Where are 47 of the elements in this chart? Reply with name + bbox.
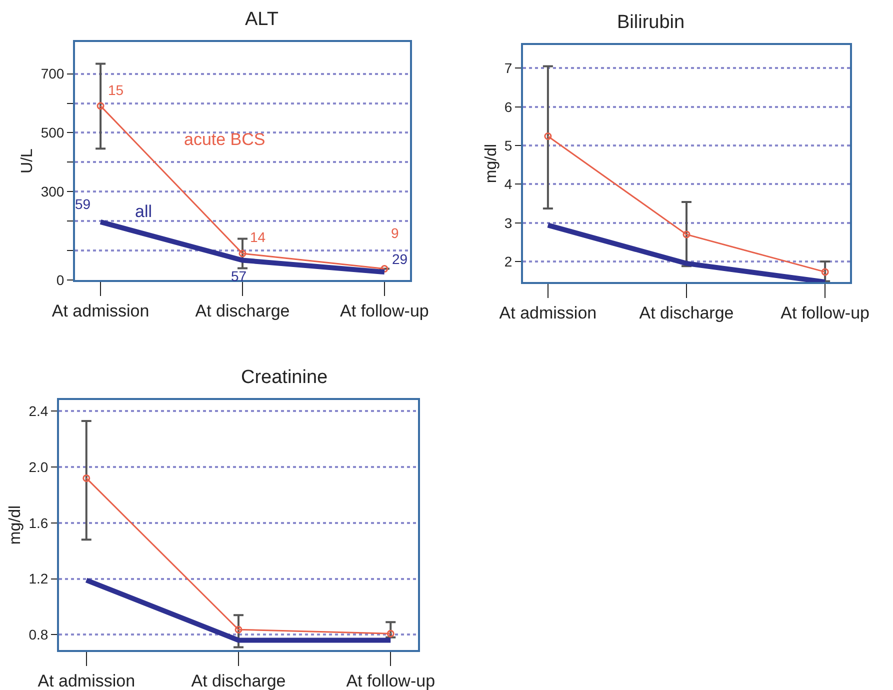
x-tick-label: At follow-up bbox=[780, 303, 870, 322]
chart-title: Bilirubin bbox=[617, 12, 685, 33]
y-tick-label: 2.0 bbox=[28, 458, 48, 475]
y-axis-title: U/L bbox=[19, 148, 36, 174]
series-label: acute BCS bbox=[184, 130, 266, 149]
x-tick-label: At discharge bbox=[191, 671, 286, 690]
point bbox=[821, 268, 829, 276]
y-tick-label: 700 bbox=[40, 66, 64, 82]
x-tick-label: At discharge bbox=[639, 303, 734, 322]
x-tick-label: At admission bbox=[499, 303, 597, 322]
annotation: 14 bbox=[250, 229, 266, 245]
chart-title: Creatinine bbox=[241, 367, 328, 388]
chart-title: ALT bbox=[245, 9, 279, 30]
point bbox=[544, 132, 552, 140]
x-tick-label: At discharge bbox=[195, 301, 290, 320]
annotation: 59 bbox=[75, 196, 91, 212]
point bbox=[82, 474, 90, 482]
point bbox=[380, 265, 388, 273]
y-tick-label: 0 bbox=[56, 272, 64, 288]
y-tick-label: 4 bbox=[504, 176, 512, 192]
y-tick-label: 5 bbox=[504, 137, 512, 154]
y-tick-label: 300 bbox=[40, 184, 64, 200]
point bbox=[238, 250, 246, 258]
y-axis-title: mg/dl bbox=[7, 505, 24, 545]
y-tick-label: 2.4 bbox=[28, 403, 48, 420]
x-tick-label: At admission bbox=[38, 671, 136, 690]
series-label: all bbox=[135, 202, 152, 221]
y-tick-label: 6 bbox=[504, 98, 512, 115]
point bbox=[234, 626, 242, 634]
y-axis-title: mg/dl bbox=[482, 144, 500, 184]
point bbox=[386, 630, 394, 638]
point bbox=[96, 102, 104, 110]
point bbox=[682, 230, 690, 238]
y-tick-label: 1.2 bbox=[28, 570, 48, 587]
y-tick-label: 3 bbox=[504, 214, 512, 231]
annotation: 15 bbox=[108, 82, 124, 98]
x-tick-label: At admission bbox=[52, 301, 150, 320]
y-tick-label: 0.8 bbox=[28, 626, 48, 643]
annotation: 57 bbox=[231, 268, 247, 284]
y-tick-label: 500 bbox=[40, 124, 64, 141]
annotation: 9 bbox=[391, 225, 399, 241]
y-tick-label: 2 bbox=[504, 253, 512, 270]
y-tick-label: 1.6 bbox=[28, 514, 48, 531]
x-tick-label: At follow-up bbox=[346, 671, 436, 690]
y-tick-label: 7 bbox=[504, 60, 512, 76]
annotation: 29 bbox=[392, 251, 408, 267]
x-tick-label: At follow-up bbox=[340, 301, 429, 320]
